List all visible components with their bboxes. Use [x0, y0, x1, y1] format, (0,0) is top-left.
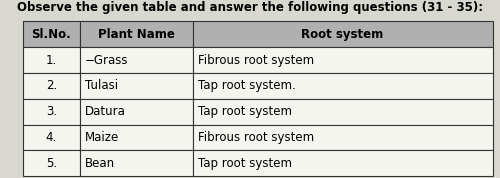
Text: Fibrous root system: Fibrous root system	[198, 131, 314, 144]
Text: 2.: 2.	[46, 79, 57, 92]
Text: Maize: Maize	[85, 131, 119, 144]
Bar	[192, 21, 492, 47]
Bar	[192, 99, 492, 125]
Text: Observe the given table and answer the following questions (31 - 35):: Observe the given table and answer the f…	[17, 1, 483, 14]
Bar	[22, 125, 80, 150]
Bar	[22, 73, 80, 99]
Text: 3.: 3.	[46, 105, 57, 118]
Bar	[80, 125, 192, 150]
Bar	[22, 47, 80, 73]
Bar	[22, 99, 80, 125]
Text: 1.: 1.	[46, 54, 57, 67]
Bar	[80, 73, 192, 99]
Text: Tulasi: Tulasi	[85, 79, 118, 92]
Text: Sl.No.: Sl.No.	[32, 28, 71, 41]
Text: Tap root system: Tap root system	[198, 105, 292, 118]
Bar	[192, 73, 492, 99]
Bar	[80, 47, 192, 73]
Text: −Grass: −Grass	[85, 54, 128, 67]
Bar	[192, 150, 492, 176]
Text: Plant Name: Plant Name	[98, 28, 174, 41]
Text: Fibrous root system: Fibrous root system	[198, 54, 314, 67]
Text: Tap root system.: Tap root system.	[198, 79, 295, 92]
Bar	[80, 99, 192, 125]
Bar	[192, 47, 492, 73]
Text: Root system: Root system	[302, 28, 384, 41]
Bar	[80, 21, 192, 47]
Text: 4.: 4.	[46, 131, 57, 144]
Text: 5.: 5.	[46, 157, 57, 170]
Bar	[192, 125, 492, 150]
Text: Tap root system: Tap root system	[198, 157, 292, 170]
Text: Datura: Datura	[85, 105, 126, 118]
Bar	[22, 21, 80, 47]
Bar	[22, 150, 80, 176]
Text: Bean: Bean	[85, 157, 115, 170]
Bar	[80, 150, 192, 176]
